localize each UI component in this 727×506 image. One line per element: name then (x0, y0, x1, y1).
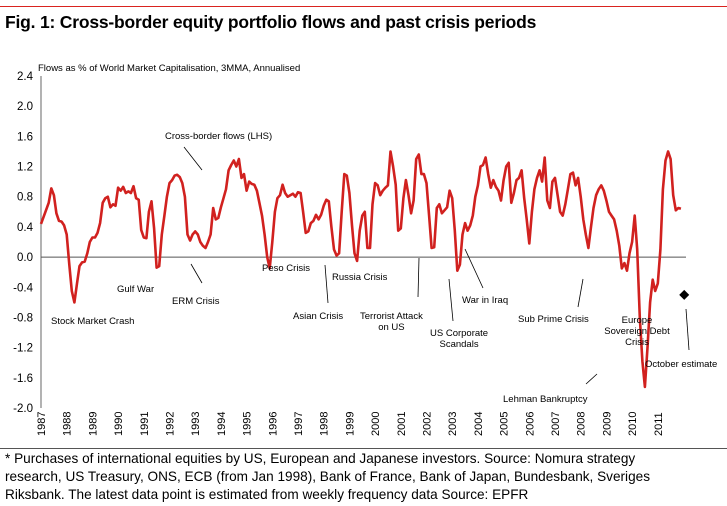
y-axis-ticks: 2.4 2.0 1.6 1.2 0.8 0.4 0.0 -0.4 -0.8 -1.2 -1.6 -2.… (13, 71, 33, 415)
annotation-leader-line (685, 308, 690, 351)
annotation-leader-line (417, 257, 420, 298)
annotation-label: ERM Crisis (172, 296, 220, 307)
annotation-label: Crisis (625, 337, 649, 348)
x-tick-label: 1993 (190, 412, 202, 436)
y-tick-label: 2.0 (17, 101, 33, 113)
annotation-label: Scandals (440, 339, 479, 350)
x-tick-label: 1991 (139, 412, 151, 436)
annotation-label: Lehman Bankruptcy (503, 394, 588, 405)
x-tick-label: 2011 (653, 412, 665, 436)
y-tick-label: 0.4 (17, 222, 34, 234)
footnote-line: Riksbank. The latest data point is estim… (5, 487, 529, 502)
y-tick-label: 2.4 (17, 71, 34, 83)
annotation-leader-line (183, 146, 203, 171)
x-tick-label: 1994 (216, 412, 228, 436)
footnote: * Purchases of international equities by… (5, 450, 725, 504)
annotation-label: War in Iraq (462, 295, 508, 306)
y-tick-label: -0.4 (13, 282, 33, 294)
annotation-leader-line (464, 248, 484, 289)
y-tick-label: -2.0 (13, 403, 33, 415)
annotation-leader-line (448, 278, 454, 322)
annotation-label: Gulf War (117, 284, 154, 295)
annotation-label: Sovereign Debt (604, 326, 670, 337)
annotation-leader-line (577, 278, 584, 308)
x-tick-label: 2010 (627, 412, 639, 436)
annotation-label: Russia Crisis (332, 272, 388, 283)
x-tick-label: 2002 (422, 412, 434, 436)
annotation-label: Europe (622, 315, 653, 326)
y-tick-label: 1.6 (17, 131, 33, 143)
x-tick-label: 2005 (499, 412, 511, 436)
y-tick-label: 0.8 (17, 192, 33, 204)
x-tick-label: 1988 (62, 412, 74, 436)
x-tick-label: 1990 (113, 412, 125, 436)
x-tick-label: 1992 (165, 412, 177, 436)
y-tick-label: 1.2 (17, 162, 33, 174)
x-tick-label: 2000 (370, 412, 382, 436)
x-tick-label: 1998 (319, 412, 331, 436)
x-tick-label: 2006 (524, 412, 536, 436)
x-tick-label: 2008 (576, 412, 588, 436)
annotation-label: Asian Crisis (293, 311, 343, 322)
annotation-label: Cross-border flows (LHS) (165, 131, 272, 142)
x-tick-label: 2007 (550, 412, 562, 436)
footnote-line: * Purchases of international equities by… (5, 451, 636, 466)
annotation-label: on US (378, 322, 404, 333)
y-tick-label: -0.8 (13, 312, 33, 324)
x-axis-ticks: 1987 1988 1989 1990 1991 1992 1993 1994 1995 1996… (36, 412, 665, 436)
annotation-leader-line (190, 263, 203, 284)
y-axis-label: Flows as % of World Market Capitalisatio… (38, 63, 300, 74)
figure-title: Fig. 1: Cross-border equity portfolio fl… (5, 12, 537, 32)
x-tick-label: 1987 (36, 412, 48, 436)
top-rule (0, 6, 727, 7)
annotation-leader-line (585, 373, 598, 385)
annotation-label: Sub Prime Crisis (518, 314, 589, 325)
october-estimate-marker (679, 289, 690, 300)
y-tick-label: 0.0 (17, 252, 33, 264)
annotation-leaders (183, 146, 690, 385)
x-tick-label: 2009 (601, 412, 613, 436)
annotation-label: US Corporate (430, 328, 488, 339)
x-tick-label: 1997 (293, 412, 305, 436)
annotation-label: October estimate (645, 359, 717, 370)
annotations: Cross-border flows (LHS) Stock Market Cra… (51, 131, 717, 405)
x-tick-label: 2004 (473, 412, 485, 436)
series-line-cross-border-flows (39, 150, 682, 389)
annotation-label: Terrorist Attack (360, 311, 423, 322)
x-tick-label: 2003 (447, 412, 459, 436)
footnote-line: research, US Treasury, ONS, ECB (from Ja… (5, 469, 650, 484)
y-tick-label: -1.6 (13, 373, 33, 385)
annotation-label: Peso Crisis (262, 263, 310, 274)
x-tick-label: 2001 (396, 412, 408, 436)
chart: 2.4 2.0 1.6 1.2 0.8 0.4 0.0 -0.4 -0.8 -1.2 -1.6 -2.… (13, 63, 717, 436)
y-tick-label: -1.2 (13, 343, 33, 355)
footnote-rule (0, 448, 727, 449)
x-tick-label: 1989 (87, 412, 99, 436)
x-tick-label: 1995 (242, 412, 254, 436)
annotation-label: Stock Market Crash (51, 316, 134, 327)
x-tick-label: 1999 (344, 412, 356, 436)
annotation-leader-line (324, 264, 329, 304)
x-tick-label: 1996 (267, 412, 279, 436)
